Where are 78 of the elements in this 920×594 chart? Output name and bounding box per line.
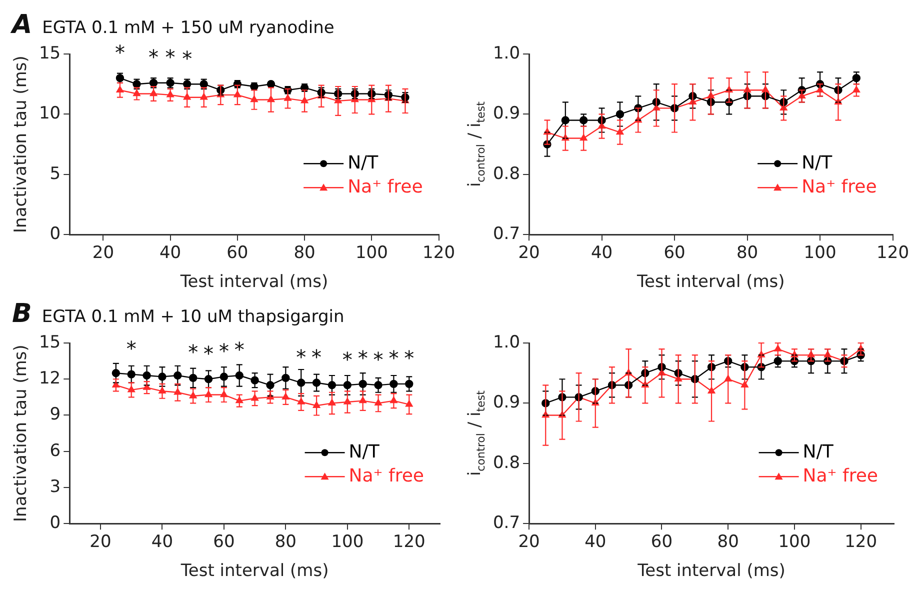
y-tick-label: 1.0 [492, 332, 520, 352]
legend-label: Na⁺ free [802, 176, 877, 198]
x-tick-label: 120 [844, 532, 878, 552]
annotation: * [114, 40, 125, 64]
y-tick-label: 9 [50, 404, 61, 425]
annotation: * [404, 346, 414, 370]
legend-label: Na⁺ free [802, 465, 878, 486]
annotation: * [342, 347, 352, 372]
x-axis-title: Test interval (ms) [179, 272, 328, 292]
x-tick-label: 60 [650, 532, 673, 552]
x-tick-label: 120 [876, 243, 910, 264]
annotation: * [204, 341, 214, 366]
text: A [12, 10, 32, 40]
annotation: * [312, 344, 322, 369]
x-tick-label: 100 [804, 243, 836, 264]
x-tick-label: 100 [331, 532, 364, 552]
x-axis-title: Test interval (ms) [636, 272, 785, 292]
y-tick-label: 5 [50, 164, 61, 184]
legend-label: N/T [348, 152, 380, 174]
y-tick-label: 15 [38, 332, 61, 352]
x-tick-label: 60 [226, 243, 248, 264]
annotation: * [148, 45, 159, 70]
y-tick-label: 0 [50, 513, 61, 534]
text: B [12, 299, 32, 329]
y-tick-label: 15 [38, 43, 61, 64]
y-tick-label: 1.0 [492, 43, 520, 64]
x-tick-label: 40 [584, 532, 606, 552]
x-tick-label: 80 [294, 243, 316, 264]
y-axis-title: icontrol / itest [465, 390, 488, 476]
y-tick-label: 0.8 [492, 164, 520, 184]
y-axis-title: icontrol / itest [465, 100, 488, 188]
x-tick-label: 80 [274, 532, 296, 552]
legend-label: N/T [802, 441, 834, 462]
annotation: * [165, 45, 176, 70]
x-tick-label: 20 [518, 532, 540, 552]
annotation: * [126, 336, 136, 361]
annotation: * [358, 346, 368, 370]
legend-label: Na⁺ free [348, 176, 423, 198]
y-tick-label: 0.9 [492, 392, 520, 413]
y-axis-title: Inactivation tau (ms) [11, 344, 31, 522]
annotation: * [296, 344, 306, 369]
annotation: * [234, 338, 244, 362]
x-tick-label: 60 [664, 243, 686, 264]
x-tick-label: 40 [159, 243, 182, 264]
y-tick-label: 0.9 [492, 104, 520, 124]
y-tick-label: 0.7 [492, 513, 520, 534]
x-tick-label: 100 [355, 243, 388, 264]
annotation: * [373, 347, 384, 372]
x-axis-title: Test interval (ms) [180, 561, 329, 581]
x-tick-label: 100 [778, 532, 811, 552]
chart-title: EGTA 0.1 mM + 10 uM thapsigargin [42, 307, 344, 327]
x-tick-label: 120 [392, 532, 426, 552]
x-tick-label: 80 [717, 532, 739, 552]
x-tick-label: 60 [213, 532, 235, 552]
y-tick-label: 0.7 [492, 224, 520, 244]
y-axis-title: Inactivation tau (ms) [11, 56, 31, 233]
annotation: * [182, 46, 192, 70]
x-tick-label: 40 [590, 243, 613, 264]
x-tick-label: 40 [151, 532, 174, 552]
annotation: * [388, 346, 399, 370]
legend-label: N/T [802, 152, 834, 174]
y-tick-label: 10 [38, 104, 61, 124]
y-tick-label: 3 [50, 476, 61, 497]
x-tick-label: 80 [736, 243, 758, 264]
annotation: * [188, 340, 198, 364]
x-axis-title: Test interval (ms) [636, 561, 786, 581]
x-tick-label: 20 [92, 243, 114, 264]
x-tick-label: 20 [90, 532, 112, 552]
x-tick-label: 20 [518, 243, 540, 264]
y-tick-label: 6 [50, 440, 61, 461]
y-tick-label: 12 [38, 368, 61, 389]
y-tick-label: 0.8 [492, 452, 520, 473]
legend-label: N/T [348, 441, 380, 462]
x-tick-label: 120 [422, 243, 456, 264]
legend-label: Na⁺ free [348, 465, 424, 486]
chart-title: EGTA 0.1 mM + 150 uM ryanodine [42, 18, 334, 38]
annotation: * [218, 338, 229, 363]
y-tick-label: 0 [50, 224, 61, 244]
